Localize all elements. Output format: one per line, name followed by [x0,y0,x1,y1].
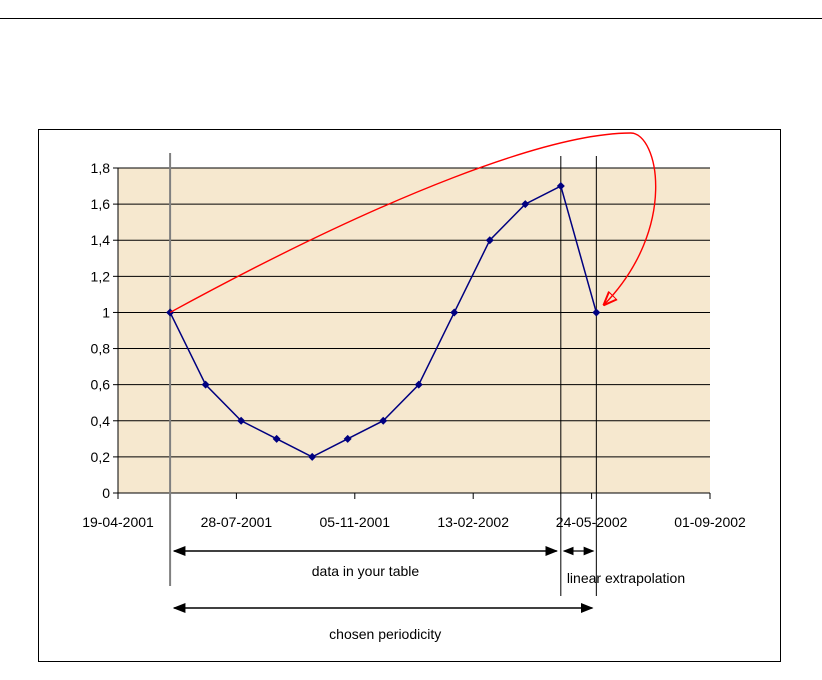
y-tick-label: 1,4 [91,232,111,248]
x-tick-label: 01-09-2002 [674,514,746,530]
data-point [272,434,281,443]
x-tick-label: 19-04-2001 [82,514,154,530]
y-tick-label: 1 [102,304,110,320]
data-point [450,308,459,317]
data-point [521,200,530,209]
x-tick-label: 13-02-2002 [437,514,509,530]
periodicity-arrow [169,132,657,314]
top-rule [0,18,822,19]
x-tick-label: 28-07-2001 [201,514,273,530]
data-point [556,182,565,191]
x-tick-label: 05-11-2001 [320,514,391,530]
extrapolation-label: linear extrapolation [567,570,685,586]
y-tick-label: 1,6 [91,196,111,212]
data-point [414,380,423,389]
plot-background [118,168,710,493]
y-tick-label: 1,8 [91,160,111,176]
data-point [237,416,246,425]
y-tick-label: 0,6 [91,377,111,393]
data-point [308,452,317,461]
periodicity-label: chosen periodicity [329,626,441,642]
data-point [201,380,210,389]
x-tick-label: 24-05-2002 [556,514,628,530]
data-point [485,236,494,245]
y-tick-label: 0,2 [91,449,111,465]
data-point [592,308,601,317]
data-point [343,434,352,443]
y-tick-label: 1,2 [91,268,111,284]
y-tick-label: 0 [102,485,110,501]
data-range-label: data in your table [312,563,420,579]
y-tick-label: 0,8 [91,341,111,357]
y-tick-label: 0,4 [91,413,111,429]
data-point [379,416,388,425]
